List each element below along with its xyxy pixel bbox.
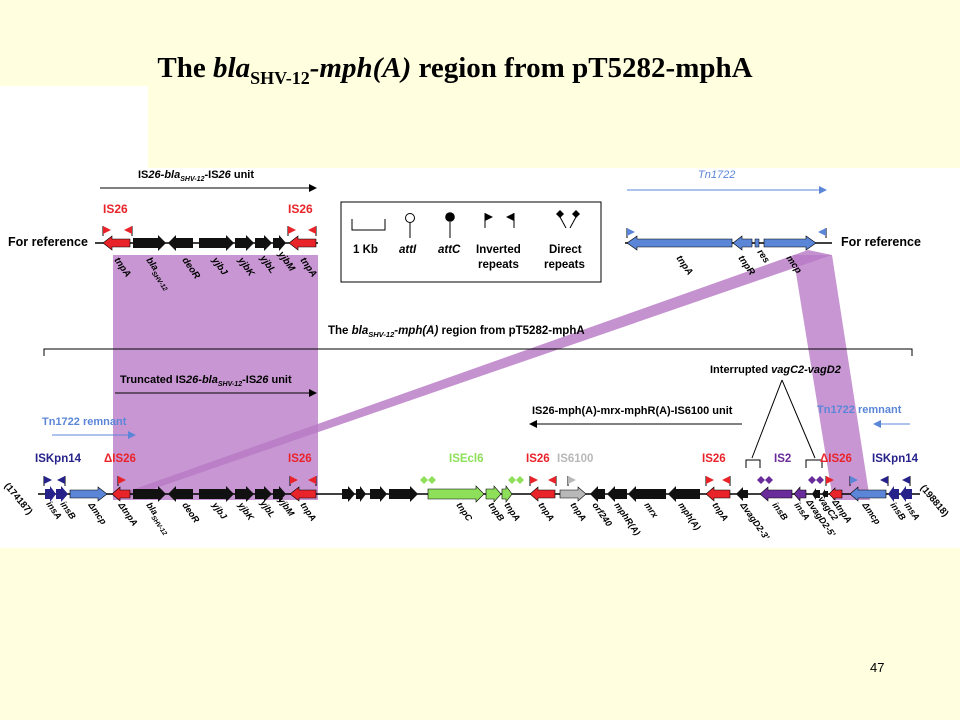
is26-label-bottom-2: IS26	[288, 453, 312, 465]
gene-bottom-mphR	[607, 486, 627, 502]
gene-bottom-yjbK	[235, 486, 254, 502]
gene-bottom-tnpA-1	[111, 486, 131, 502]
shade-is26-unit	[113, 255, 318, 500]
is6100-label: IS6100	[557, 453, 593, 465]
gene-top-yjbM	[273, 235, 286, 251]
tn1722-remnant-left-label: Tn1722 remnant	[42, 416, 127, 428]
gene-top-yjbJ	[199, 235, 234, 251]
gene-bottom-tnpA-2	[289, 486, 317, 502]
gene-bottom-vagD2-5	[812, 488, 820, 500]
attC-symbol-icon	[445, 212, 455, 238]
gene-bottom-mrx	[628, 486, 666, 502]
gene-bottom-tnpA-7	[828, 487, 843, 501]
inverted-repeat-flags-top-right	[626, 228, 827, 238]
inverted-repeat-flags-top-left	[102, 226, 317, 236]
gene-bottom-mcp-2	[849, 486, 887, 502]
page-number: 47	[870, 660, 885, 675]
region-label: The blaSHV-12-mph(A) region from pT5282-…	[328, 325, 585, 339]
gene-bottom-tnpA-6	[705, 486, 731, 502]
gene-bottom-orf-b	[356, 486, 366, 502]
iskpn14-right-label: ISKpn14	[872, 453, 919, 465]
iskpn14-left-label: ISKpn14	[35, 453, 82, 465]
diagram-panel: For reference IS26-blaSHV-12-IS26 unit I…	[0, 86, 960, 548]
gene-bottom-insB-3	[888, 486, 899, 502]
gene-bottom-insA-1	[45, 486, 56, 502]
gene-top-tnpA-tn1722	[626, 235, 733, 251]
gene-bottom-insA-2	[793, 486, 807, 502]
legend-direct-label-2: repeats	[544, 259, 585, 271]
inverted-repeat-flags-bottom	[43, 476, 911, 486]
slide-title: The blaSHV-12-mph(A) region from pT5282-…	[157, 52, 753, 88]
gene-top-deoR	[168, 235, 193, 251]
gene-bottom-orf-a	[342, 486, 355, 502]
gene-bottom-deoR	[168, 486, 193, 502]
truncated-unit-label: Truncated IS26-blaSHV-12-IS26 unit	[120, 374, 292, 388]
gene-bottom-bla	[133, 486, 166, 502]
is26-label-top-right: IS26	[288, 202, 313, 216]
isecl6-label: ISEcl6	[449, 453, 484, 465]
gene-bottom-yjbL	[255, 486, 272, 502]
is26-label-bottom-4: IS26	[702, 453, 726, 465]
gene-top-tnpR	[732, 235, 753, 251]
gene-top-bla	[133, 235, 166, 251]
legend-scale-label: 1 Kb	[353, 244, 378, 256]
tn1722-label: Tn1722	[698, 169, 735, 181]
interrupted-bracket-left	[745, 459, 761, 468]
gene-bottom-orf-c	[370, 486, 387, 502]
gene-bottom-yjbJ	[199, 486, 234, 502]
attI-symbol-icon	[405, 213, 415, 238]
legend-attI-label: attI	[399, 244, 417, 256]
gene-bottom-mcp-1	[69, 486, 108, 502]
inverted-repeats-icon	[484, 213, 515, 228]
gene-bottom-tnpA-5	[559, 486, 587, 502]
gene-bottom-tnpB	[485, 485, 502, 503]
region-bracket	[43, 348, 913, 356]
interrupted-bracket-right	[805, 459, 823, 468]
is26-label-bottom-3: IS26	[526, 453, 550, 465]
gene-bottom-vagC2	[822, 489, 828, 499]
interrupted-label: Interrupted vagC2-vagD2	[710, 364, 841, 376]
gene-bottom-tnpA-3	[501, 485, 513, 503]
tn1722-remnant-right-label: Tn1722 remnant	[817, 404, 902, 416]
shade-diagonal-band	[112, 250, 832, 497]
gene-bottom-tnpC	[427, 485, 485, 503]
legend-attC-label: attC	[438, 244, 461, 256]
gene-bottom-insA-3	[900, 486, 912, 502]
gene-top-mcp	[763, 235, 817, 251]
gene-top-yjbL	[255, 235, 272, 251]
gene-bottom-insB-1	[56, 486, 68, 502]
gene-bottom-yjbM	[273, 486, 286, 502]
gene-bottom-mphA	[668, 486, 700, 502]
legend-inverted-label-1: Inverted	[476, 244, 521, 256]
gene-top-yjbK	[235, 235, 254, 251]
gene-bottom-orf240	[590, 486, 605, 502]
gene-top-tnpA-2	[288, 235, 317, 251]
delta-is26-right-label: ΔIS26	[820, 453, 852, 465]
legend-inverted-label-2: repeats	[478, 259, 519, 271]
gene-bottom-vagD2-3	[736, 487, 748, 501]
is26-unit-label: IS26-blaSHV-12-IS26 unit	[138, 169, 254, 183]
direct-repeats-bottom	[420, 476, 824, 484]
shade-mcp-band	[793, 255, 870, 500]
res-site	[754, 238, 760, 248]
is2-label: IS2	[774, 453, 791, 465]
for-reference-left: For reference	[8, 235, 88, 249]
gene-bottom-tnpA-4	[529, 486, 556, 502]
legend-direct-label-1: Direct	[549, 244, 582, 256]
interrupted-wedge	[751, 379, 816, 459]
mph-unit-label: IS26-mph(A)-mrx-mphR(A)-IS6100 unit	[532, 405, 733, 417]
direct-repeats-icon	[556, 210, 580, 229]
for-reference-right: For reference	[841, 235, 921, 249]
gene-top-tnpA-1	[102, 235, 131, 251]
panel-corner-strip	[0, 86, 108, 112]
gene-bottom-orf-d	[389, 486, 418, 502]
scale-bar-icon	[351, 219, 386, 231]
delta-is26-left-label: ΔIS26	[104, 453, 136, 465]
is26-label-top-left: IS26	[103, 202, 128, 216]
gene-bottom-insB-2	[759, 486, 793, 502]
